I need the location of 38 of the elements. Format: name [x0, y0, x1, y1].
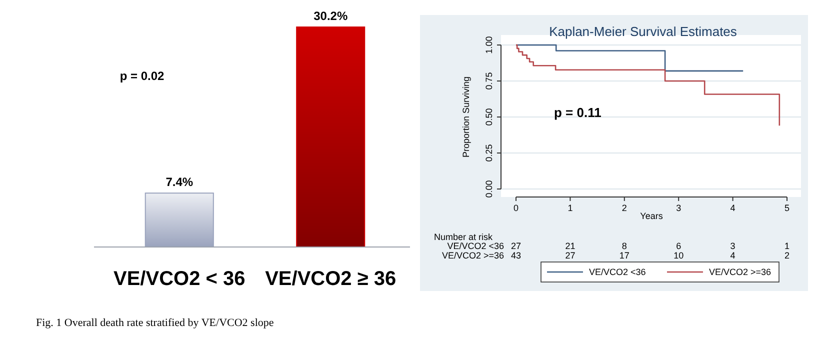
- y-tick-label: 0.00: [484, 180, 494, 198]
- caption: Fig. 1 Overall death rate stratified by VE/VCO2 slope: [36, 317, 274, 329]
- y-tick-label: 0.25: [484, 144, 494, 162]
- annotation: p = 0.11: [554, 105, 602, 120]
- y-tick-label: 0.50: [484, 108, 494, 126]
- x-axis-title: Years: [640, 211, 664, 221]
- data-label: 7.4%: [166, 175, 194, 190]
- text: 2: [784, 250, 790, 260]
- x-tick-label: 0: [513, 203, 519, 213]
- text: 27: [510, 241, 522, 251]
- x-tick-label: 2: [622, 203, 627, 213]
- legend-label: VE/VCO2 <36: [589, 267, 646, 277]
- text: 1: [784, 241, 790, 251]
- y-axis-title: Proportion Surviving: [461, 76, 471, 158]
- x-tick-label: 1: [568, 203, 573, 213]
- text: VE/VCO2 <36: [447, 241, 504, 251]
- y-tick-label: 1.00: [484, 36, 494, 54]
- text: VE/VCO2 >=36: [442, 250, 504, 260]
- y-tick-label: 0.75: [484, 72, 494, 90]
- x-tick-label: VE/VCO2 < 36: [114, 268, 246, 290]
- data-label: 30.2%: [314, 9, 348, 23]
- x-tick-label: 5: [784, 203, 790, 213]
- text: Number at risk: [434, 232, 494, 242]
- text: 27: [565, 250, 576, 260]
- text: 8: [622, 241, 627, 251]
- x-tick-label: VE/VCO2 ≥ 36: [265, 268, 396, 290]
- text: 4: [730, 250, 736, 260]
- legend-label: VE/VCO2 >=36: [709, 267, 772, 277]
- text: 17: [619, 250, 630, 260]
- text: 21: [565, 241, 576, 251]
- chart-title: Kaplan-Meier Survival Estimates: [549, 24, 738, 39]
- x-tick-label: 3: [676, 203, 682, 213]
- x-tick-label: 4: [730, 203, 736, 213]
- text: 10: [674, 250, 684, 260]
- text: 3: [730, 241, 736, 251]
- annotation: p = 0.02: [120, 69, 164, 83]
- text: 6: [676, 241, 682, 251]
- text: 43: [510, 250, 522, 260]
